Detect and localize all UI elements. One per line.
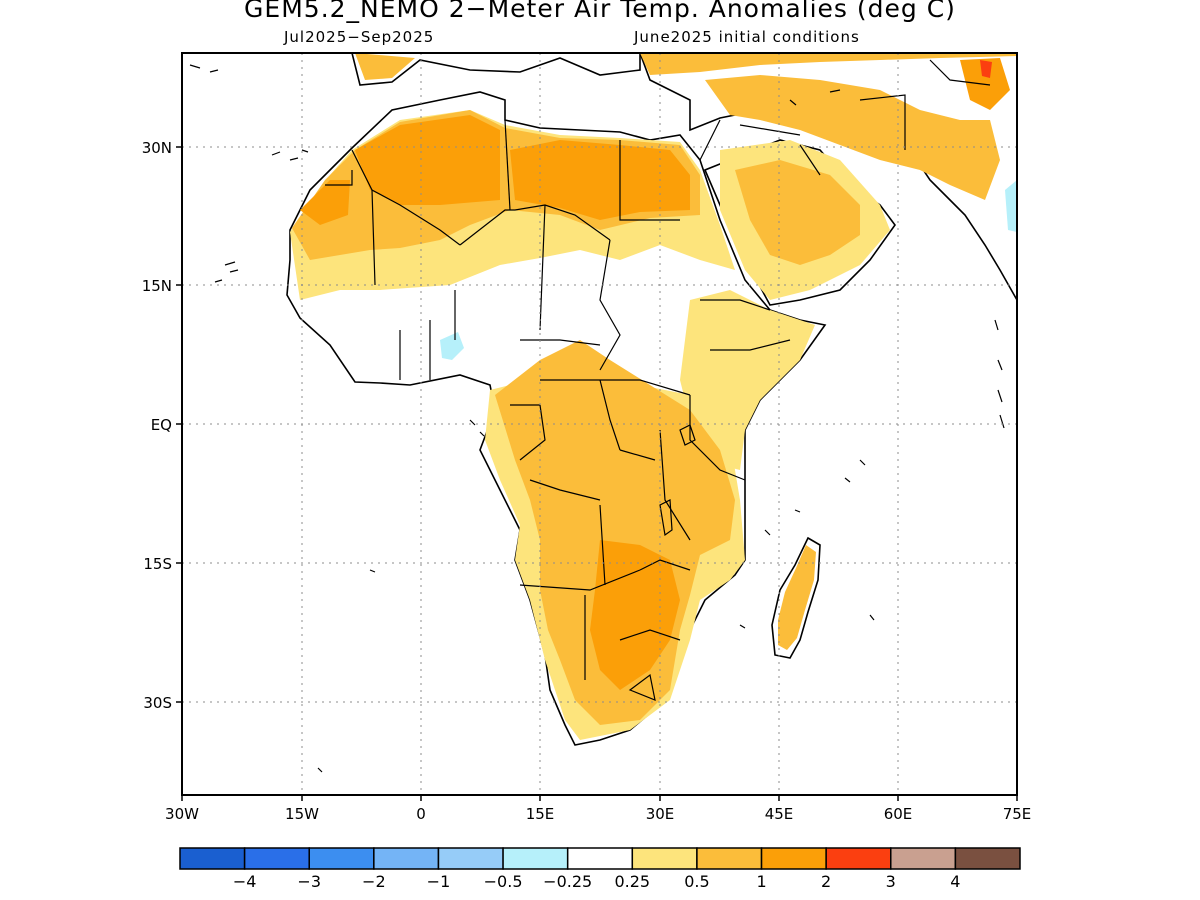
colorbar-label: 3 <box>886 872 896 891</box>
lat-label: 15S <box>143 555 172 573</box>
lon-label: 15W <box>285 805 319 823</box>
colorbar-swatch <box>631 847 698 870</box>
colorbar-label: −3 <box>297 872 321 891</box>
colorbar-label: 4 <box>950 872 960 891</box>
lon-label: 30W <box>165 805 199 823</box>
lon-label: 30E <box>646 805 675 823</box>
colorbar-label: −2 <box>362 872 386 891</box>
colorbar-label: 0.5 <box>684 872 709 891</box>
anomaly-orange-libya-egypt <box>510 140 690 220</box>
colorbar-label: −0.5 <box>484 872 523 891</box>
lon-label: 15E <box>526 805 555 823</box>
lat-label: 15N <box>142 277 172 295</box>
initial-conditions: June2025 initial conditions <box>634 28 860 46</box>
anomaly-light-orange-europe <box>355 53 1017 80</box>
colorbar-swatch <box>760 847 827 870</box>
islands <box>189 64 1005 773</box>
colorbar-swatch <box>566 847 634 870</box>
lat-label: 30N <box>142 139 172 157</box>
colorbar-swatch <box>954 847 1021 870</box>
anomaly-orange-mauritania <box>300 180 350 225</box>
colorbar-swatch <box>437 847 504 870</box>
lon-label: 75E <box>1003 805 1032 823</box>
europe-landmass <box>351 53 641 86</box>
lat-labels: 30N 15N EQ 15S 30S <box>142 139 172 712</box>
colorbar-swatch <box>890 847 957 870</box>
colorbar-swatch <box>825 847 892 870</box>
anomaly-light-orange-arabia <box>705 75 1000 200</box>
lon-label: 0 <box>416 805 426 823</box>
lon-labels: 30W 15W 0 15E 30E 45E 60E 75E <box>165 805 1031 823</box>
colorbar-label: 0.25 <box>614 872 650 891</box>
axis-ticks <box>176 146 1018 801</box>
colorbar-label: 1 <box>756 872 766 891</box>
lat-label: EQ <box>151 416 172 434</box>
colorbar: −4 −3 −2 −1 −0.5 −0.25 0.25 0.5 1 2 3 4 <box>179 847 1021 891</box>
anomaly-red-central-asia <box>980 60 992 78</box>
anomaly-orange-south <box>590 540 680 690</box>
country-borders <box>325 59 991 701</box>
lat-label: 30S <box>143 694 172 712</box>
colorbar-swatch <box>373 847 440 870</box>
lon-label: 60E <box>884 805 913 823</box>
anomaly-light-orange-central <box>495 340 735 725</box>
graticule <box>182 53 1017 795</box>
anomaly-light-blue-india <box>1005 180 1017 232</box>
colorbar-label: −0.25 <box>543 872 592 891</box>
colorbar-label: 2 <box>821 872 831 891</box>
map-title: GEM5.2_NEMO 2−Meter Air Temp. Anomalies … <box>244 0 956 23</box>
colorbar-swatch <box>502 847 569 870</box>
colorbar-swatch <box>696 847 763 870</box>
colorbar-swatch <box>243 847 310 870</box>
map-area <box>189 53 1017 773</box>
anomaly-light-orange-arabia-inner <box>735 160 860 265</box>
anomaly-orange-sahara <box>355 115 500 205</box>
lon-label: 45E <box>765 805 794 823</box>
anomaly-light-blue-ghana <box>440 332 464 360</box>
colorbar-swatch <box>308 847 375 870</box>
colorbar-label: −1 <box>427 872 451 891</box>
colorbar-swatch <box>179 847 246 870</box>
anomaly-light-orange-madagascar <box>778 545 816 650</box>
forecast-period: Jul2025−Sep2025 <box>284 28 435 46</box>
colorbar-label: −4 <box>233 872 257 891</box>
